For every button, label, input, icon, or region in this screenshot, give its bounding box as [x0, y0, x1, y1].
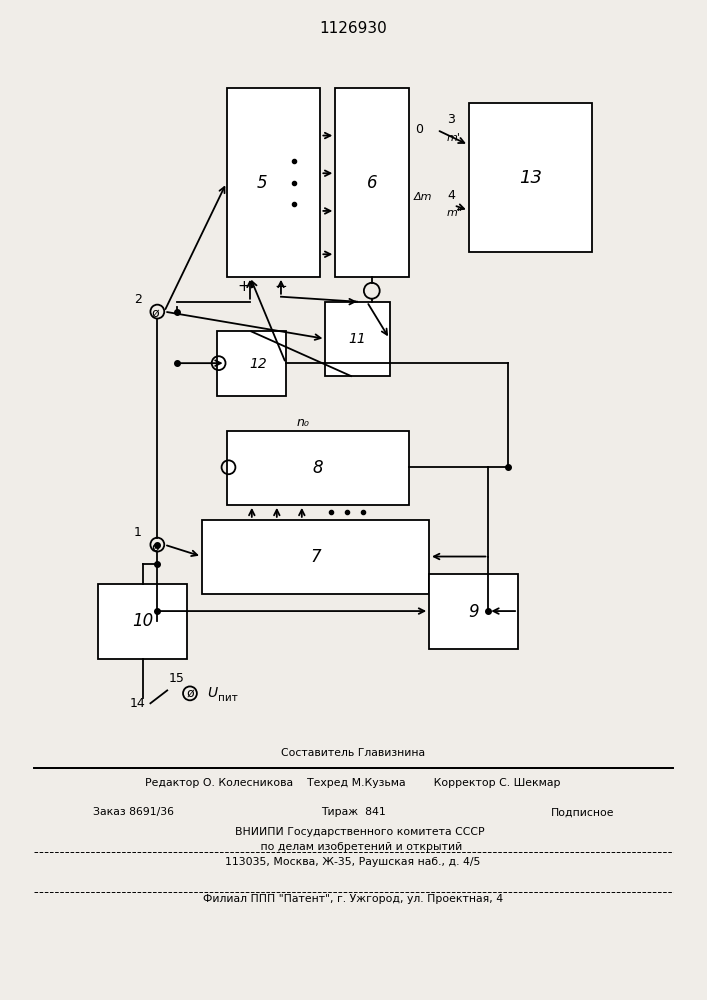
- Text: 3: 3: [447, 113, 455, 126]
- Text: по делам изобретений и открытий: по делам изобретений и открытий: [243, 842, 462, 852]
- Text: Редактор О. Колесникова    Техред М.Кузьма        Корректор С. Шекмар: Редактор О. Колесникова Техред М.Кузьма …: [145, 778, 561, 788]
- Text: 8: 8: [312, 459, 323, 477]
- Text: Составитель Главизнина: Составитель Главизнина: [281, 748, 425, 758]
- Text: ø: ø: [186, 687, 194, 700]
- Text: 13: 13: [519, 169, 542, 187]
- Bar: [98, 584, 187, 659]
- Text: 1: 1: [134, 526, 141, 539]
- Text: пит: пит: [218, 693, 238, 703]
- Text: 1126930: 1126930: [319, 21, 387, 36]
- Text: 15: 15: [169, 672, 185, 685]
- Text: 4: 4: [447, 189, 455, 202]
- Text: +: +: [237, 279, 250, 294]
- Bar: [226, 431, 409, 505]
- Text: ø: ø: [151, 540, 159, 553]
- Bar: [429, 574, 518, 649]
- Text: 5: 5: [257, 174, 267, 192]
- Bar: [469, 103, 592, 252]
- Bar: [335, 88, 409, 277]
- Bar: [216, 331, 286, 396]
- Text: m': m': [447, 133, 461, 143]
- Text: 9: 9: [468, 603, 479, 621]
- Text: Подписное: Подписное: [550, 807, 614, 817]
- Text: 11: 11: [349, 332, 366, 346]
- Text: Тираж  841: Тираж 841: [321, 807, 385, 817]
- Text: 14: 14: [129, 697, 146, 710]
- Text: n₀: n₀: [297, 416, 310, 429]
- Bar: [226, 88, 320, 277]
- Text: Филиал ППП "Патент", г. Ужгород, ул. Проектная, 4: Филиал ППП "Патент", г. Ужгород, ул. Про…: [203, 894, 503, 904]
- Text: Заказ 8691/36: Заказ 8691/36: [93, 807, 174, 817]
- Text: 6: 6: [367, 174, 378, 192]
- Text: U: U: [206, 686, 217, 700]
- Text: ø: ø: [151, 307, 159, 320]
- Text: 113035, Москва, Ж-35, Раушская наб., д. 4/5: 113035, Москва, Ж-35, Раушская наб., д. …: [226, 857, 481, 867]
- Text: 2: 2: [134, 293, 141, 306]
- Text: 10: 10: [132, 612, 153, 630]
- Bar: [325, 302, 390, 376]
- Text: Δm: Δm: [414, 192, 432, 202]
- Text: −: −: [274, 279, 287, 294]
- Text: 12: 12: [250, 357, 267, 371]
- Text: m": m": [447, 208, 463, 218]
- Text: 7: 7: [310, 548, 321, 566]
- Bar: [201, 520, 429, 594]
- Text: 0: 0: [415, 123, 423, 136]
- Text: ВНИИПИ Государственного комитета СССР: ВНИИПИ Государственного комитета СССР: [221, 827, 485, 837]
